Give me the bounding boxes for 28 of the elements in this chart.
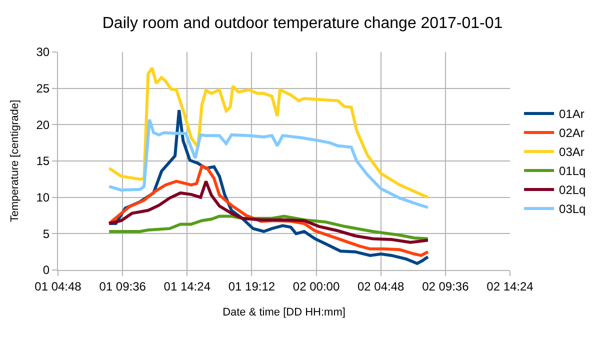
line-series: [108, 180, 430, 244]
legend-label: 01Lq: [559, 164, 586, 178]
y-tick-label: 15: [36, 154, 50, 168]
x-tick-label: 02 00:00: [292, 279, 340, 294]
y-tick-label: 25: [36, 82, 50, 96]
x-tick-label: 01 09:36: [99, 279, 146, 294]
y-axis-title: Temperature [centigrade]: [8, 100, 21, 222]
legend-label: 02Ar: [559, 126, 584, 140]
y-tick-label: 30: [36, 45, 50, 60]
line-series: [108, 118, 430, 210]
y-tick-label: 0: [42, 263, 50, 278]
x-tick-label: 02 04:48: [358, 279, 405, 294]
x-tick-label: 02 14:24: [486, 279, 534, 294]
x-tick-label: 01 04:48: [34, 279, 82, 294]
legend-label: 01Ar: [559, 107, 584, 122]
line-series: [108, 214, 430, 240]
line-series: [108, 66, 430, 199]
y-tick-label: 5: [42, 226, 50, 241]
x-tick-label: 02 09:36: [422, 279, 470, 294]
x-tick-label: 01 19:12: [228, 279, 276, 294]
chart-title: Daily room and outdoor temperature change 2017-01-01: [102, 15, 503, 32]
y-tick-label: 10: [36, 190, 50, 205]
legend-label: 03Ar: [559, 145, 584, 160]
legend-label: 02Lq: [559, 183, 586, 198]
legend-label: 03Lq: [559, 202, 586, 216]
x-tick-label: 01 14:24: [164, 279, 211, 294]
x-axis-title: Date & time [DD HH:mm]: [222, 306, 346, 319]
y-tick-label: 20: [36, 118, 50, 132]
